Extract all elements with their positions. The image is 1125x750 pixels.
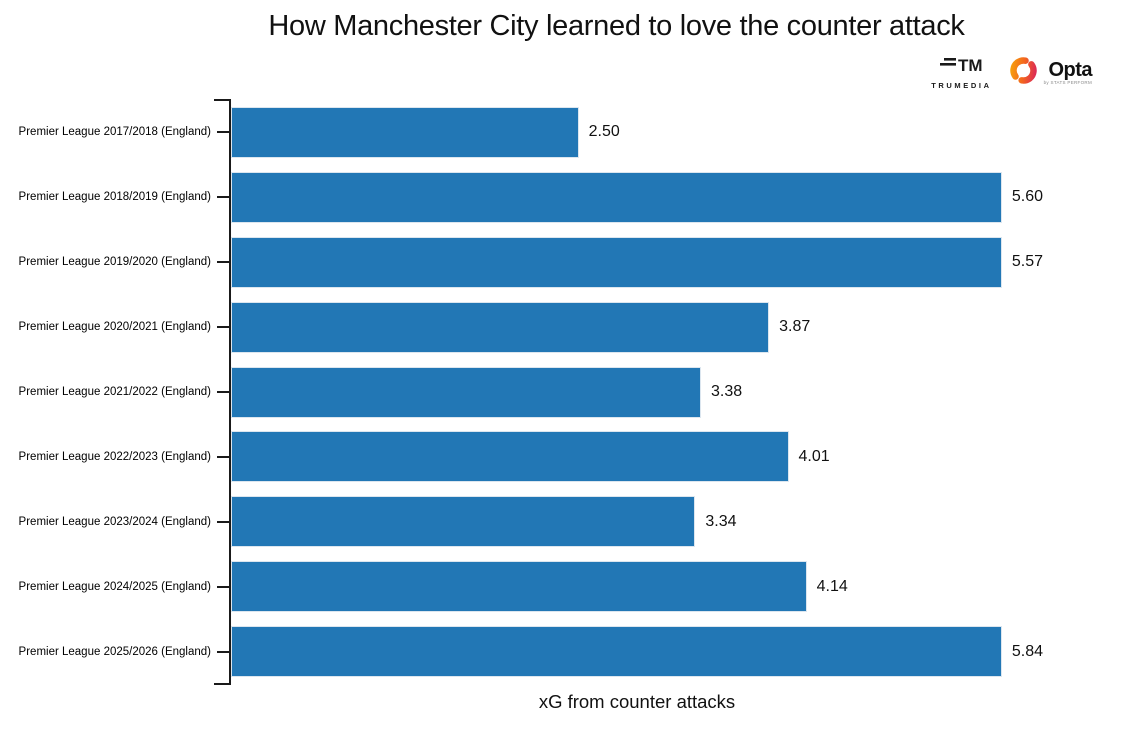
- bar-row: Premier League 2024/2025 (England) 4.14: [0, 554, 1125, 619]
- y-axis-tick: [217, 650, 229, 653]
- bar-row: Premier League 2025/2026 (England) 5.84: [0, 619, 1125, 684]
- bar-row: Premier League 2021/2022 (England) 3.38: [0, 360, 1125, 425]
- bar[interactable]: [231, 301, 770, 353]
- y-axis-label: Premier League 2025/2026 (England): [18, 645, 211, 658]
- bar[interactable]: [231, 626, 1002, 678]
- y-axis-tick: [217, 131, 229, 134]
- trumedia-logo: TM TRUMEDIA: [931, 56, 992, 90]
- y-axis-label: Premier League 2018/2019 (England): [18, 191, 211, 204]
- y-axis-bottom-cap: [214, 683, 231, 685]
- plot-cell: 3.34: [231, 496, 1043, 548]
- bar-row: Premier League 2023/2024 (England) 3.34: [0, 489, 1125, 554]
- bar[interactable]: [231, 561, 807, 613]
- y-axis-label: Premier League 2022/2023 (England): [18, 450, 211, 463]
- bar[interactable]: [231, 366, 701, 418]
- plot-cell: 3.38: [231, 366, 1043, 418]
- y-axis-tick: [217, 391, 229, 393]
- plot-cell: 4.14: [231, 561, 1043, 613]
- y-axis-tick: [217, 326, 229, 329]
- trumedia-wordmark: TRUMEDIA: [931, 80, 992, 90]
- y-axis-label: Premier League 2023/2024 (England): [18, 515, 211, 528]
- logo-strip: TM TRUMEDIA Opta by STATS PERFORM: [931, 54, 1092, 92]
- bar[interactable]: [231, 106, 579, 158]
- value-label: 4.01: [798, 447, 830, 465]
- value-label: 5.60: [1011, 188, 1043, 206]
- bar[interactable]: [231, 496, 696, 548]
- plot-cell: 5.60: [231, 171, 1043, 223]
- y-axis-line: [229, 100, 231, 684]
- bar[interactable]: [231, 431, 789, 483]
- y-axis-label: Premier League 2019/2020 (England): [18, 256, 211, 269]
- plot-cell: 5.57: [231, 236, 1043, 288]
- bar-chart: Premier League 2017/2018 (England) 2.50 Pr…: [0, 100, 1125, 684]
- value-label: 5.57: [1011, 253, 1043, 271]
- y-axis-tick: [217, 585, 229, 588]
- svg-text:TM: TM: [958, 57, 983, 74]
- y-axis-tick: [217, 261, 229, 264]
- bar-row: Premier League 2017/2018 (England) 2.50: [0, 100, 1125, 165]
- bar-row: Premier League 2018/2019 (England) 5.60: [0, 165, 1125, 230]
- opta-icon: [1008, 54, 1039, 92]
- value-label: 5.84: [1011, 642, 1043, 660]
- bar-row: Premier League 2019/2020 (England) 5.57: [0, 230, 1125, 295]
- value-label: 2.50: [588, 123, 620, 141]
- y-axis-label: Premier League 2021/2022 (England): [18, 386, 211, 398]
- bar-row: Premier League 2020/2021 (England) 3.87: [0, 295, 1125, 360]
- y-axis-tick: [217, 455, 229, 458]
- plot-cell: 2.50: [231, 106, 1043, 158]
- plot-cell: 5.84: [231, 626, 1043, 678]
- y-axis-label: Premier League 2024/2025 (England): [18, 580, 211, 593]
- y-axis-tick: [217, 196, 229, 199]
- plot-cell: 4.01: [231, 431, 1043, 483]
- y-axis-top-cap: [214, 99, 231, 101]
- opta-wordmark-block: Opta by STATS PERFORM: [1043, 59, 1093, 86]
- x-axis-title: xG from counter attacks: [538, 691, 736, 712]
- value-label: 3.87: [779, 318, 811, 336]
- bar-row: Premier League 2022/2023 (England) 4.01: [0, 424, 1125, 489]
- plot-cell: 3.87: [231, 301, 1043, 353]
- opta-wordmark: Opta: [1048, 59, 1092, 82]
- y-axis-label: Premier League 2017/2018 (England): [18, 126, 211, 139]
- y-axis-label: Premier League 2020/2021 (England): [18, 321, 211, 334]
- bar[interactable]: [231, 171, 1002, 223]
- y-axis-tick: [217, 520, 229, 523]
- bar[interactable]: [231, 236, 1002, 288]
- opta-sublabel: by STATS PERFORM: [1043, 80, 1092, 86]
- value-label: 3.34: [705, 512, 737, 530]
- chart-title: How Manchester City learned to love the …: [268, 10, 965, 42]
- opta-logo: Opta by STATS PERFORM: [1008, 54, 1092, 92]
- value-label: 3.38: [710, 383, 743, 400]
- trumedia-icon: TM: [938, 56, 984, 79]
- value-label: 4.14: [816, 577, 848, 595]
